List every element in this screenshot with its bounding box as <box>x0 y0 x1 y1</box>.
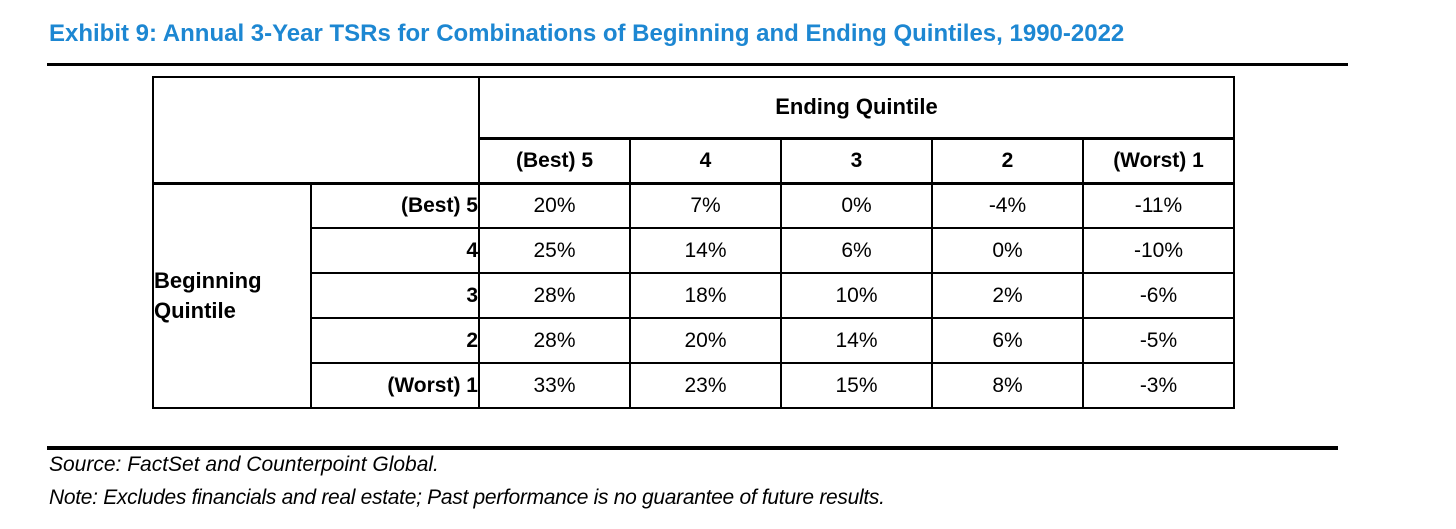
table-cell: -10% <box>1082 227 1235 274</box>
table-cell: 8% <box>931 362 1084 409</box>
table-cell: 0% <box>780 182 933 229</box>
row-header-2: 2 <box>310 317 480 364</box>
table-cell: 33% <box>478 362 631 409</box>
col-header-3: 3 <box>780 137 933 185</box>
table-row: Beginning Quintile (Best) 5 20% 7% 0% -4… <box>152 182 1235 409</box>
table-cell: 14% <box>780 317 933 364</box>
row-header-3: 3 <box>310 272 480 319</box>
table-cell: 18% <box>629 272 782 319</box>
table-row: 2 28% 20% 14% 6% -5% <box>153 317 1235 364</box>
table-row-group-header: Ending Quintile <box>152 76 1235 185</box>
table-cell: 0% <box>931 227 1084 274</box>
ending-quintile-header: Ending Quintile <box>478 76 1235 140</box>
quintile-tsr-table: Ending Quintile (Best) 5 4 3 2 (Worst) 1… <box>152 76 1235 409</box>
note-text: Note: Excludes financials and real estat… <box>49 486 885 509</box>
row-header-4: 4 <box>310 227 480 274</box>
table-cell: 23% <box>629 362 782 409</box>
table-cell: -6% <box>1082 272 1235 319</box>
col-header-2: 2 <box>931 137 1084 185</box>
table-cell: 14% <box>629 227 782 274</box>
table-cell: -3% <box>1082 362 1235 409</box>
table-cell: 20% <box>478 182 631 229</box>
row-header-best-5: (Best) 5 <box>310 182 480 229</box>
title-divider-rule <box>47 63 1348 66</box>
table-cell: 28% <box>478 317 631 364</box>
table-cell: 6% <box>931 317 1084 364</box>
table-cell: -4% <box>931 182 1084 229</box>
table-cell: 7% <box>629 182 782 229</box>
table-cell: 6% <box>780 227 933 274</box>
table-row: 4 25% 14% 6% 0% -10% <box>153 227 1235 274</box>
row-header-worst-1: (Worst) 1 <box>310 362 480 409</box>
table-cell: -11% <box>1082 182 1235 229</box>
col-header-worst-1: (Worst) 1 <box>1082 137 1235 185</box>
table-cell: 28% <box>478 272 631 319</box>
table-cell: -5% <box>1082 317 1235 364</box>
corner-cell <box>152 76 480 185</box>
col-header-4: 4 <box>629 137 782 185</box>
table-column-header-row: (Best) 5 4 3 2 (Worst) 1 <box>153 137 1235 185</box>
table-cell: 10% <box>780 272 933 319</box>
table-cell: 15% <box>780 362 933 409</box>
col-header-best-5: (Best) 5 <box>478 137 631 185</box>
table-cell: 25% <box>478 227 631 274</box>
beginning-quintile-header: Beginning Quintile <box>152 182 312 409</box>
table-row: 3 28% 18% 10% 2% -6% <box>153 272 1235 319</box>
table-row: (Worst) 1 33% 23% 15% 8% -3% <box>153 362 1235 409</box>
footer-divider-rule <box>47 446 1338 450</box>
table-cell: 20% <box>629 317 782 364</box>
exhibit-title: Exhibit 9: Annual 3-Year TSRs for Combin… <box>49 20 1125 47</box>
source-text: Source: FactSet and Counterpoint Global. <box>49 453 439 476</box>
table-cell: 2% <box>931 272 1084 319</box>
